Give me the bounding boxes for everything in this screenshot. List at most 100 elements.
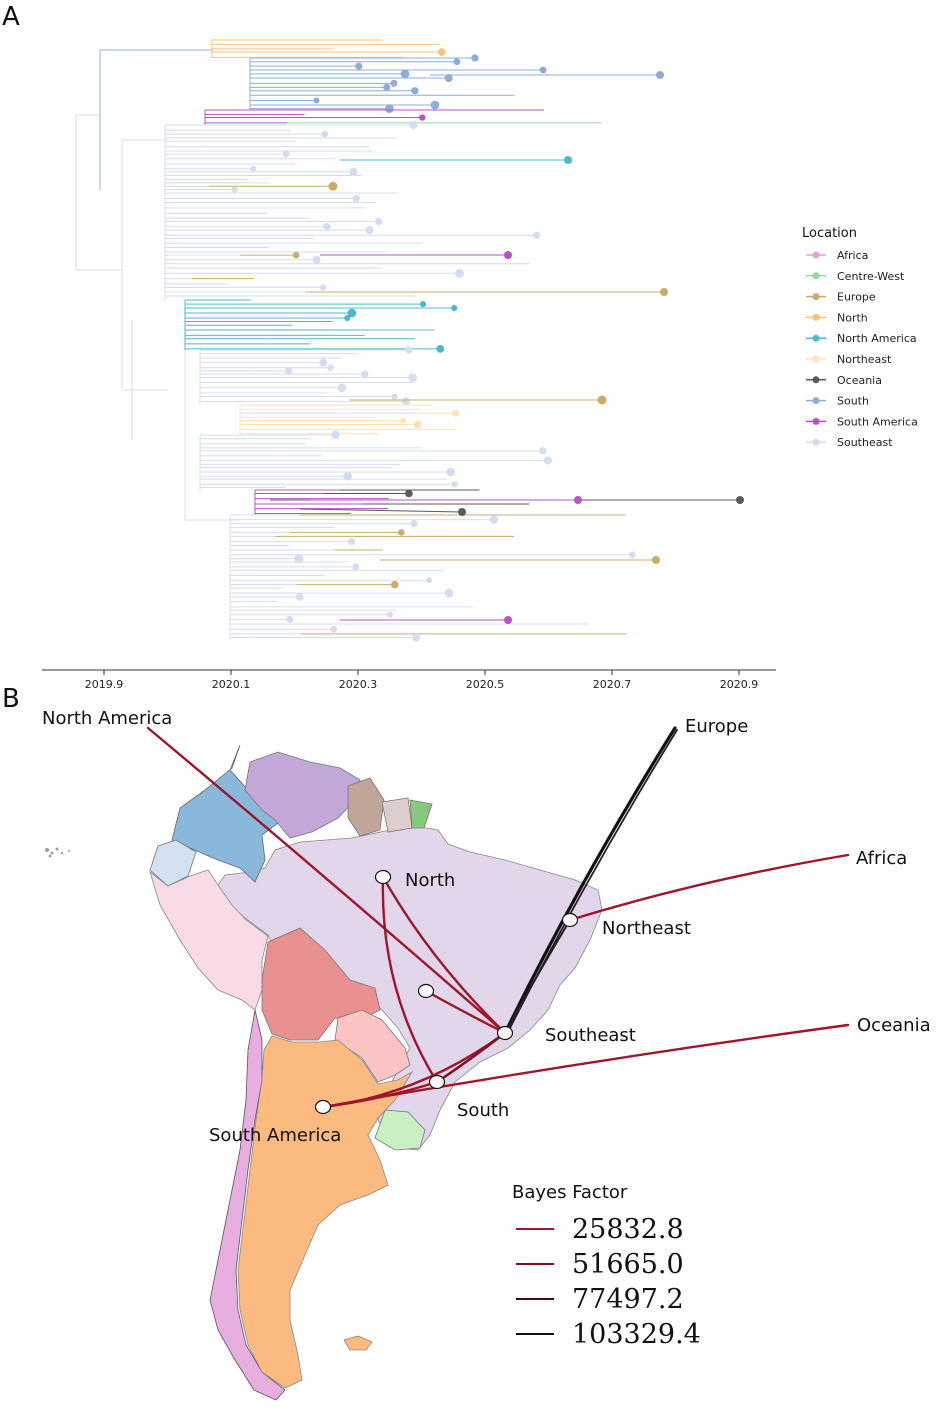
tree-tip [451,481,458,488]
tree-tip [532,231,541,239]
tree-tip [539,66,547,74]
label-south: South [457,1100,509,1121]
tree-tip [347,308,357,318]
map-region-falklands [343,1335,373,1351]
tree-tip [328,181,338,191]
tree-tip [405,489,413,498]
legend-item-label: Africa [837,249,868,262]
label-south-america: South America [209,1125,341,1146]
legend-item-label: Northeast [837,353,892,366]
legend-swatch-dot [812,313,820,321]
tree-tip [413,420,422,429]
tree-tip [386,611,393,618]
tree-tip [656,71,664,79]
migration-routes [146,726,850,1109]
legend-swatch-dot [812,293,820,301]
tree-tip [361,370,369,378]
node-northeast [561,912,579,928]
location-nodes [314,869,579,1115]
tree-tip [564,156,572,164]
tree-tip [352,194,360,203]
node-north [374,869,392,885]
tree-tip [453,58,461,66]
tree-tip [504,251,512,259]
tree-tip [458,508,466,516]
phylogenetic-tree-panel: 2019.9 2020.1 2020.3 2020.5 2020.7 2020.9 Loc… [42,39,918,690]
axis-tick-label: 2020.3 [339,678,378,690]
tree-tip [294,554,304,564]
tree-tip [629,551,636,559]
location-legend: Location Africa Centre-West Europe North Nort… [802,226,918,449]
tree-tip [597,395,607,405]
tree-tip [410,520,418,528]
label-southeast: Southeast [545,1025,636,1046]
bayes-factor-value: 25832.8 [572,1214,684,1245]
tree-tip [471,54,479,62]
tree-tip [383,83,391,91]
legend-item-label: South America [837,415,918,428]
route-north-southeast [381,875,507,1035]
tree-tip [444,74,453,83]
node-south-america [314,1099,332,1115]
label-africa: Africa [856,848,907,869]
tree-tip [455,268,465,278]
tree-tip [331,430,340,440]
axis-tick-label: 2020.1 [212,678,251,690]
tree-tip [343,471,352,481]
legend-swatch-dot [812,417,820,425]
tree-tip [452,409,460,417]
tree-tip [337,383,347,393]
map-region-uruguay [374,1109,426,1151]
phylogenetic-tree [75,39,744,642]
label-northeast: Northeast [602,918,691,939]
legend-item-label: North [837,311,868,324]
tree-tip [408,373,417,382]
tree-tip [231,186,238,193]
legend-item-label: Europe [837,291,876,304]
legend-swatch-dot [812,334,820,342]
tree-tip [349,167,358,176]
axis-tick-label: 2020.5 [466,678,505,690]
tree-tip [327,364,334,371]
axis-tick-label: 2020.7 [593,678,632,690]
map-region-brazil [217,825,603,1151]
legend-item-label: Southeast [837,436,893,449]
node-south [428,1074,446,1090]
tree-tip [312,255,321,264]
node-centre-west [417,983,435,999]
tree-tip [284,367,293,375]
tree-tip [451,304,458,311]
tree-tip [539,447,547,455]
tree-tip [319,284,327,291]
map-region-peru [149,869,269,1011]
tree-tip [374,217,383,226]
tree-tip [250,165,257,172]
tree-tip [436,345,445,353]
tree-tip [446,467,455,477]
label-oceania: Oceania [857,1015,931,1036]
bayes-factor-title: Bayes Factor [512,1182,628,1203]
legend-swatch-dot [812,272,820,280]
route-north-south [381,875,439,1084]
tree-tip [355,62,363,70]
tree-tip [399,417,406,424]
tree-tip [543,456,552,465]
tree-tip [430,100,440,110]
bayes-factor-legend: Bayes Factor 25832.8 51665.0 77497.2 103329… [512,1182,701,1350]
tree-tip [295,593,304,601]
tree-tip [347,537,356,546]
route-southeast-europe [503,726,677,1035]
tree-tip [323,223,331,231]
map-region-guyana [347,777,385,837]
tree-tip [412,633,421,642]
legend-swatch-dot [812,438,820,446]
legend-swatch-dot [812,397,820,405]
legend-title: Location [802,226,857,241]
legend-swatch-dot [812,251,820,259]
tree-tip [504,616,512,624]
tree-tip [489,515,499,524]
legend-item-label: South [837,395,869,408]
route-southeast-north-america [146,726,507,1035]
galapagos-islands [45,847,70,858]
axis-tick-label: 2020.9 [720,678,759,690]
